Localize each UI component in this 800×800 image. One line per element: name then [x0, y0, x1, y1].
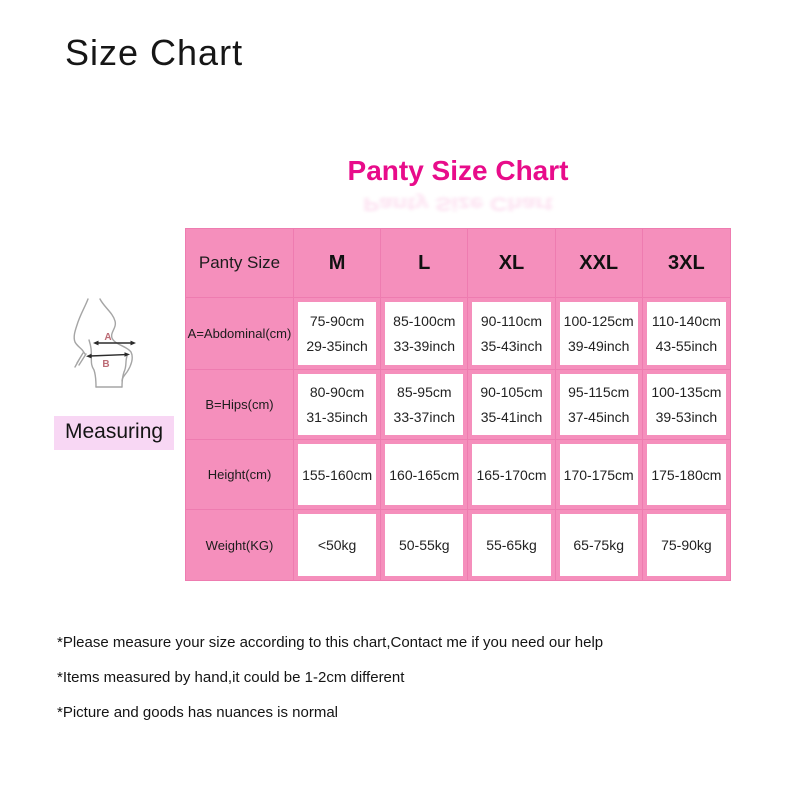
cell-value: 33-39inch: [393, 338, 456, 354]
size-column-header-xl: XL: [468, 229, 556, 298]
table-cell: 75-90cm 29-35inch: [294, 298, 382, 370]
cell-value: 155-160cm: [302, 466, 373, 483]
note-line: *Picture and goods has nuances is normal: [57, 704, 339, 721]
cell-value: 31-35inch: [306, 409, 368, 425]
table-cell: <50kg: [294, 510, 382, 580]
table-cell: 85-100cm 33-39inch: [381, 298, 469, 370]
table-cell: 90-110cm 35-43inch: [468, 298, 556, 370]
table-cell: 55-65kg: [468, 510, 556, 580]
page-title: Size Chart: [65, 32, 244, 73]
cell-value: 37-45inch: [567, 409, 630, 425]
row-label-height: Height(cm): [186, 440, 294, 510]
table-cell: 155-160cm: [294, 440, 382, 510]
marker-a-label: A: [104, 332, 111, 343]
cell-value: 175-180cm: [651, 466, 722, 483]
measuring-label: Measuring: [54, 416, 175, 450]
cell-value: 80-90cm: [309, 384, 365, 400]
table-cell: 85-95cm 33-37inch: [381, 370, 469, 440]
table-cell: 160-165cm: [381, 440, 469, 510]
cell-value: 35-41inch: [480, 409, 543, 425]
note-line: *Items measured by hand,it could be 1-2c…: [57, 669, 405, 686]
cell-value: 39-53inch: [655, 409, 718, 425]
cell-value: 100-125cm: [563, 313, 634, 329]
section-title-reflection: Panty Size Chart: [363, 192, 553, 215]
cell-value: 160-165cm: [389, 466, 460, 483]
table-cell: 65-75kg: [556, 510, 643, 580]
measurement-arrow-a: [93, 340, 136, 346]
marker-b-label: B: [102, 359, 109, 370]
table-cell: 95-115cm 37-45inch: [555, 370, 643, 440]
table-cell: 100-125cm 39-49inch: [555, 298, 643, 370]
cell-value: 110-140cm: [651, 313, 721, 329]
table-cell: 80-90cm 31-35inch: [294, 370, 382, 440]
cell-value: 165-170cm: [476, 466, 547, 483]
cell-value: 33-37inch: [393, 409, 456, 425]
cell-value: 50-55kg: [398, 537, 450, 553]
table-cell: 100-135cm 39-53inch: [642, 370, 730, 440]
cell-value: 170-175cm: [563, 466, 634, 483]
table-cell: 50-55kg: [381, 510, 469, 580]
row-label-weight: Weight(KG): [186, 510, 294, 580]
cell-value: 85-100cm: [393, 313, 456, 329]
cell-value: 75-90cm: [309, 313, 365, 329]
table-cell: 165-170cm: [468, 440, 556, 510]
cell-value: 90-105cm: [480, 384, 543, 400]
row-label-hips: B=Hips(cm): [186, 370, 294, 440]
cell-value: 39-49inch: [567, 338, 630, 354]
size-column-header-l: L: [381, 229, 469, 298]
footnotes: *Please measure your size according to t…: [57, 634, 603, 721]
measuring-figure-illustration: A B: [73, 298, 136, 388]
table-cell: 175-180cm: [642, 440, 730, 510]
panty-size-table: Panty Size M L XL XXL 3XL A=Abdominal(cm…: [185, 228, 731, 581]
cell-value: 43-55inch: [655, 338, 718, 354]
measurement-arrow-b: [86, 352, 130, 359]
cell-value: <50kg: [317, 537, 357, 553]
cell-value: 95-115cm: [568, 384, 630, 400]
table-cell: 90-105cm 35-41inch: [468, 370, 556, 440]
table-cell: 170-175cm: [555, 440, 643, 510]
section-title: Panty Size Chart: [347, 155, 569, 186]
cell-value: 35-43inch: [480, 338, 543, 354]
cell-value: 55-65kg: [486, 537, 537, 553]
cell-value: 75-90kg: [661, 537, 712, 553]
table-corner-header: Panty Size: [186, 229, 294, 298]
size-column-header-3xl: 3XL: [642, 229, 730, 298]
size-column-header-xxl: XXL: [555, 229, 643, 298]
cell-value: 100-135cm: [651, 384, 722, 400]
cell-value: 65-75kg: [573, 537, 624, 553]
cell-value: 90-110cm: [480, 313, 543, 329]
size-column-header-m: M: [294, 229, 382, 298]
note-line: *Please measure your size according to t…: [57, 634, 604, 651]
table-cell: 75-90kg: [643, 510, 730, 580]
table-cell: 110-140cm 43-55inch: [642, 298, 730, 370]
row-label-abdominal: A=Abdominal(cm): [186, 298, 294, 370]
cell-value: 29-35inch: [306, 338, 368, 354]
cell-value: 85-95cm: [397, 384, 452, 400]
figure-outline: [73, 298, 133, 388]
